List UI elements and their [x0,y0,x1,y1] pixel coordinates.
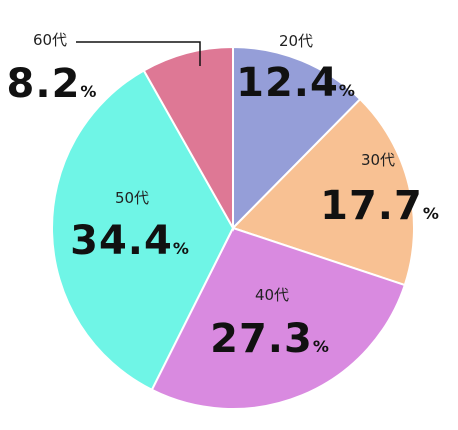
value-unit: % [423,204,440,223]
value-unit: % [173,239,190,258]
value-unit: % [80,82,97,101]
pie-slice [51,69,235,392]
value-unit: % [339,81,356,100]
value-label: 17.7% [320,183,440,229]
value-label: 27.3% [210,316,330,362]
value-label: 8.2% [7,61,98,107]
value-number: 12.4 [236,60,339,106]
category-label: 20代 [279,32,313,50]
category-label: 30代 [361,151,395,169]
category-label: 50代 [115,189,149,207]
value-number: 27.3 [210,316,313,362]
category-label: 40代 [255,286,289,304]
value-label: 12.4% [236,60,356,106]
value-number: 8.2 [7,61,81,107]
pie-slice [231,97,415,287]
value-number: 34.4 [70,218,173,264]
value-label: 34.4% [70,218,190,264]
pie-slice [142,45,234,232]
category-label: 60代 [33,31,67,49]
pie-slice [232,45,362,231]
pie-slice [150,226,407,410]
value-number: 17.7 [320,183,423,229]
value-unit: % [313,337,330,356]
leader-line [76,41,201,66]
